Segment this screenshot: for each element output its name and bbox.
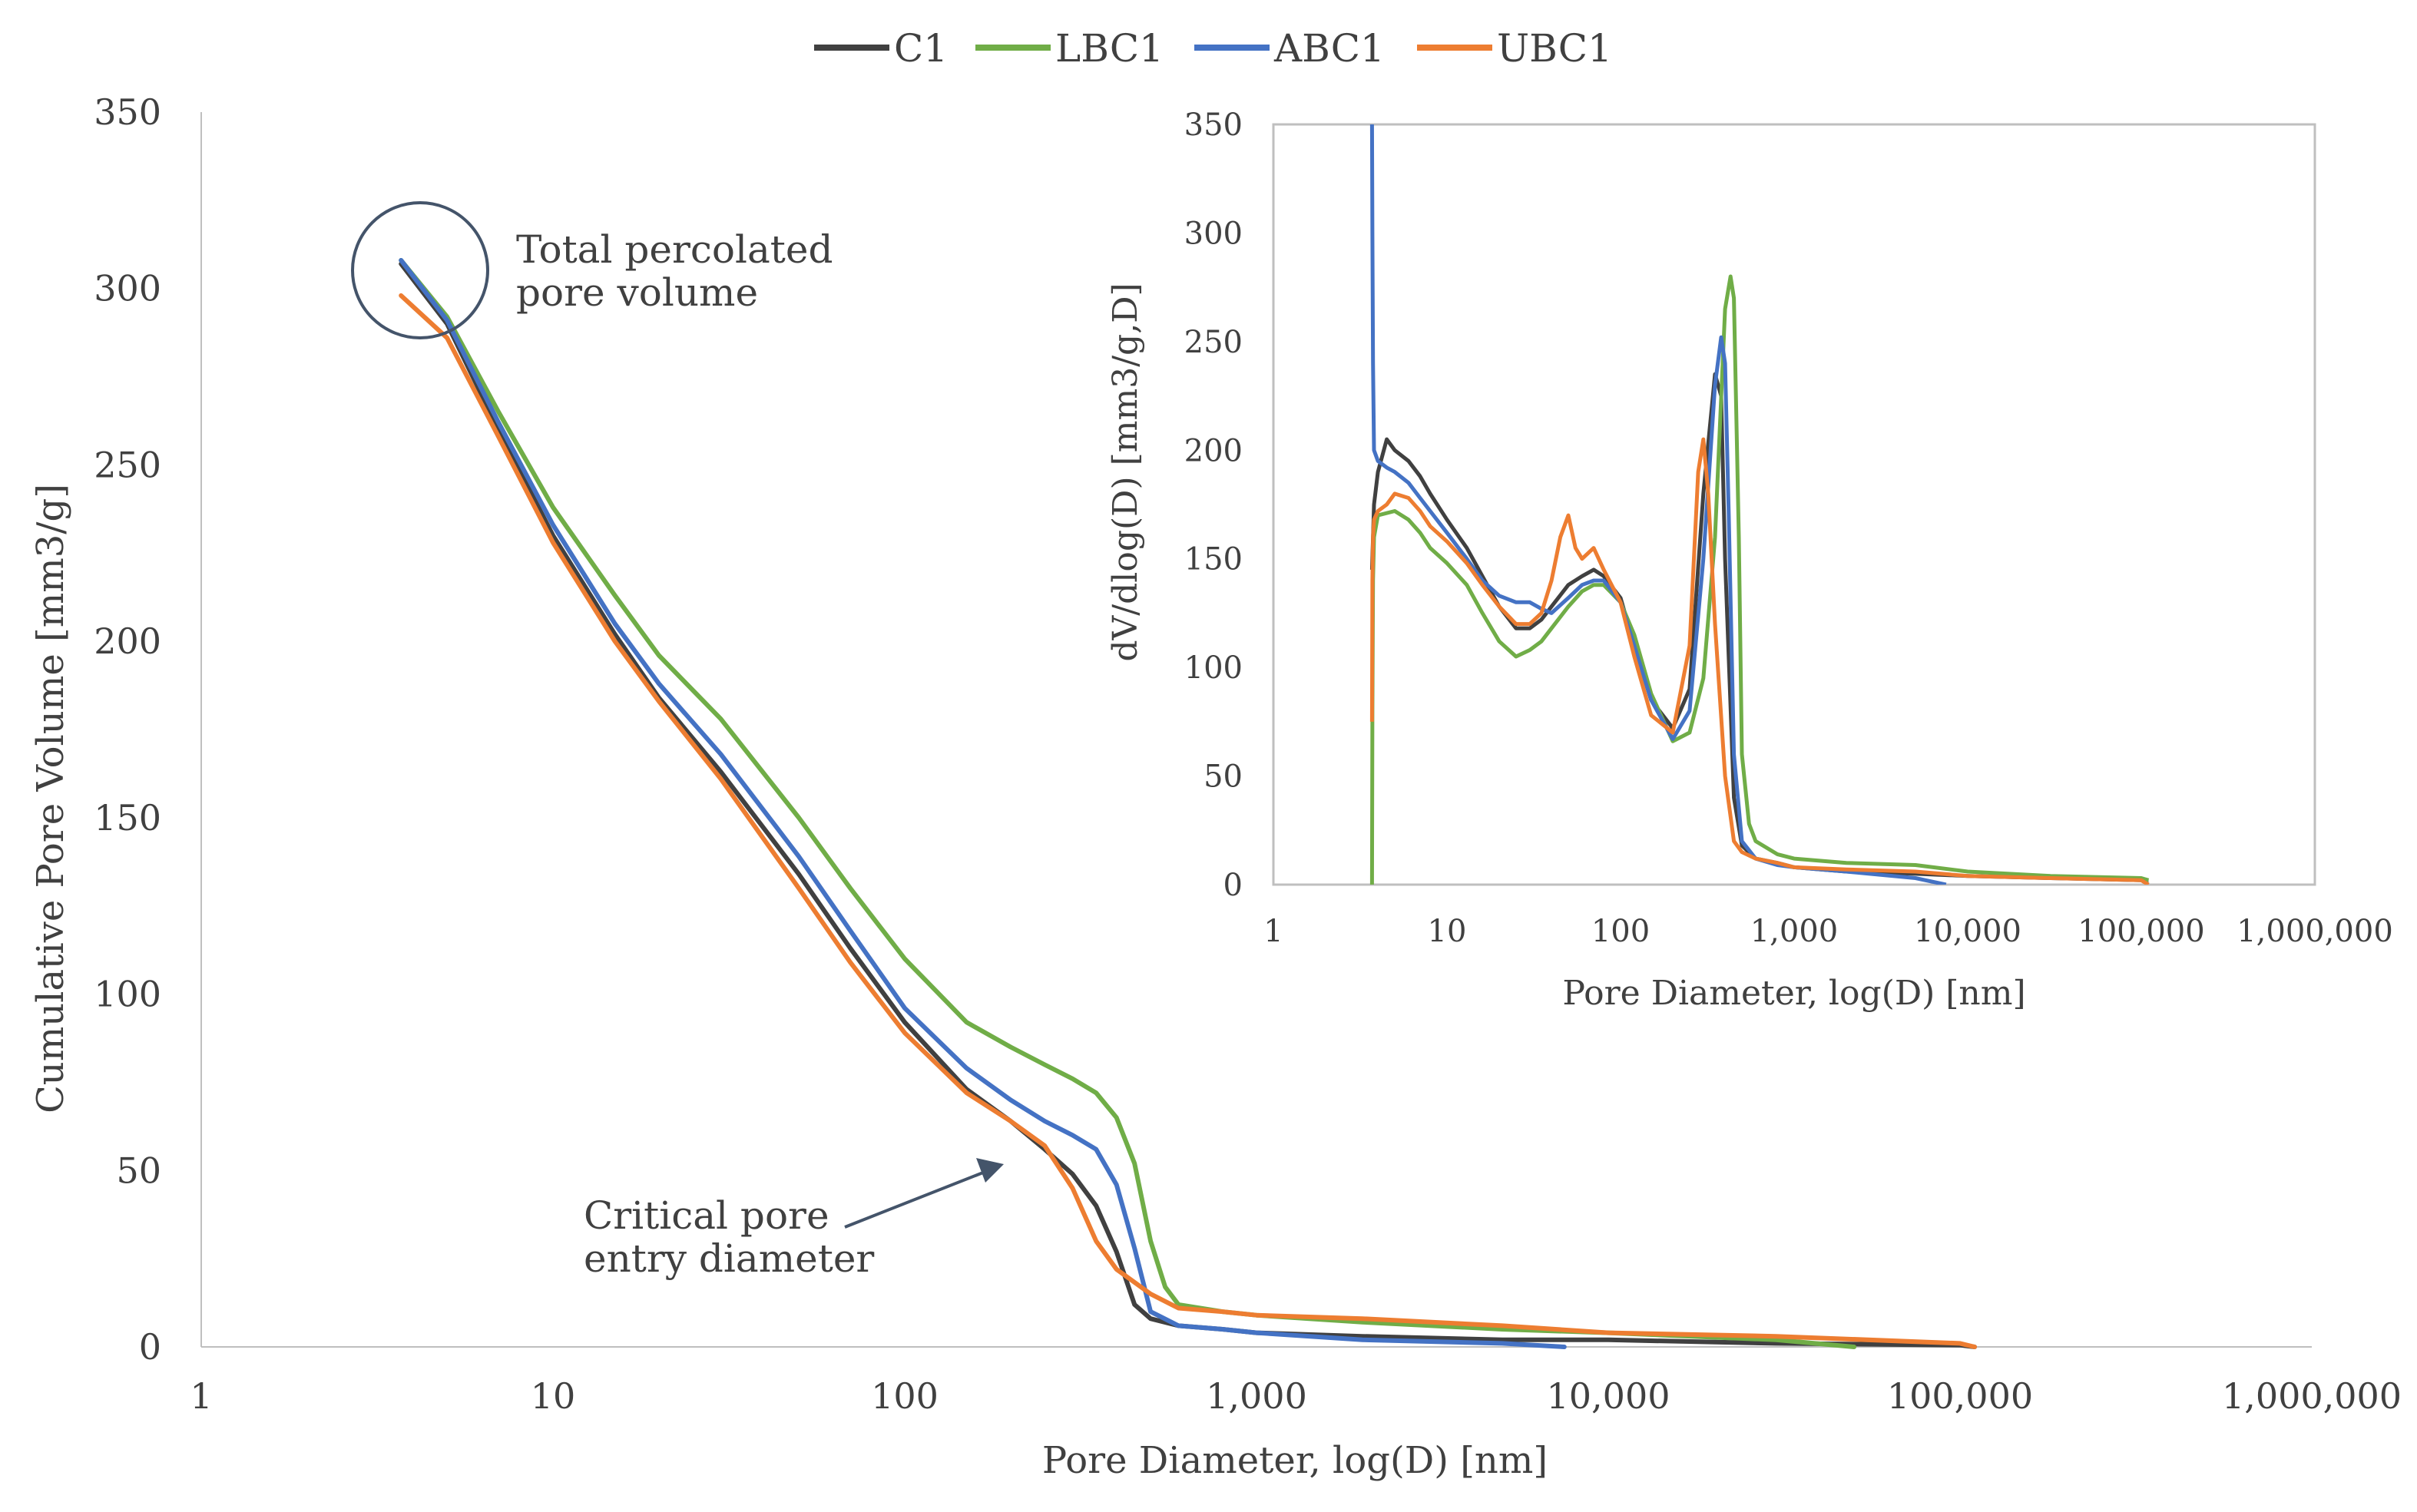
main-tick-labels: 1 10 100 1,000 10,000 100,000 1,000,0000501001… xyxy=(94,91,2402,1417)
legend-label-lbc1: LBC1 xyxy=(1055,26,1164,71)
main-y-tick-label: 150 xyxy=(94,797,161,839)
main-series-line-ubc1 xyxy=(399,293,1977,1349)
inset-y-tick-label: 100 xyxy=(1184,650,1243,686)
main-series-line-lbc1 xyxy=(399,258,1857,1349)
main-y-tick-label: 250 xyxy=(94,444,161,485)
annotations: Total percolated pore volume Critical po… xyxy=(351,201,1004,1281)
inset-tick-labels: 1 10 100 1,000 10,000 100,000 1,000,000 0 50 100 1… xyxy=(1184,108,2393,949)
inset-x-tick-label: 1,000,000 xyxy=(2237,914,2393,949)
main-x-tick-label: 10 xyxy=(531,1375,576,1417)
inset-y-axis-label: dV/dlog(D) [mm3/g,D] xyxy=(1106,283,1145,661)
main-y-tick-label: 0 xyxy=(139,1326,161,1368)
main-y-tick-label: 350 xyxy=(94,91,161,133)
total-pore-volume-circle xyxy=(351,201,489,339)
main-chart: 1 10 100 1,000 10,000 100,000 1,000,0000501001… xyxy=(29,91,2402,1482)
main-x-tick-label: 100 xyxy=(871,1375,939,1417)
inset-x-tick-label: 100,000 xyxy=(2078,914,2204,949)
main-series-group xyxy=(399,258,1977,1349)
inset-series-group xyxy=(1369,124,2150,885)
total-annotation-line2: pore volume xyxy=(516,270,758,315)
critical-annotation-arrow-line xyxy=(844,1170,988,1229)
inset-x-tick-label: 10 xyxy=(1428,914,1467,949)
main-x-tick-label: 1,000,000 xyxy=(2222,1375,2402,1417)
inset-y-tick-label: 300 xyxy=(1184,216,1243,251)
inset-x-tick-label: 100 xyxy=(1591,914,1650,949)
main-x-tick-label: 100,000 xyxy=(1887,1375,2033,1417)
inset-x-axis-label: Pore Diameter, log(D) [nm] xyxy=(1562,974,2025,1013)
main-x-tick-label: 1,000 xyxy=(1206,1375,1307,1417)
legend: C1 LBC1 ABC1 UBC1 xyxy=(814,26,1612,71)
critical-annotation-line1: Critical pore xyxy=(584,1193,829,1238)
inset-y-tick-label: 200 xyxy=(1184,433,1243,468)
legend-label-abc1: ABC1 xyxy=(1273,26,1385,71)
main-y-tick-label: 50 xyxy=(116,1150,161,1191)
inset-y-tick-label: 50 xyxy=(1204,759,1243,795)
critical-annotation-line2: entry diameter xyxy=(584,1236,874,1281)
inset-x-tick-label: 10,000 xyxy=(1914,914,2021,949)
inset-series-line-abc1 xyxy=(1369,124,1947,885)
total-annotation-line1: Total percolated xyxy=(516,227,833,272)
main-y-tick-label: 100 xyxy=(94,974,161,1015)
main-x-tick-label: 10,000 xyxy=(1547,1375,1670,1417)
critical-annotation-arrow-head xyxy=(976,1158,1004,1183)
inset-y-tick-label: 150 xyxy=(1184,542,1243,577)
main-series-line-abc1 xyxy=(399,258,1567,1349)
inset-x-tick-label: 1,000 xyxy=(1750,914,1839,949)
main-series-line-c1 xyxy=(399,261,1977,1349)
inset-y-tick-label: 250 xyxy=(1184,325,1243,360)
main-y-tick-label: 300 xyxy=(94,268,161,309)
inset-x-tick-label: 1 xyxy=(1263,914,1283,949)
legend-label-c1: C1 xyxy=(894,26,948,71)
inset-y-tick-label: 0 xyxy=(1223,868,1243,903)
main-y-tick-label: 200 xyxy=(94,620,161,662)
main-y-axis-label: Cumulative Pore Volume [mm3/g] xyxy=(29,484,72,1113)
inset-chart: 1 10 100 1,000 10,000 100,000 1,000,000 0 50 100 1… xyxy=(1106,108,2393,1013)
inset-series-line-ubc1 xyxy=(1369,437,2150,885)
main-x-tick-label: 1 xyxy=(190,1375,212,1417)
inset-y-tick-label: 350 xyxy=(1184,108,1243,143)
inset-frame xyxy=(1272,123,2316,886)
legend-label-ubc1: UBC1 xyxy=(1497,26,1612,71)
main-x-axis-label: Pore Diameter, log(D) [nm] xyxy=(1042,1439,1548,1482)
